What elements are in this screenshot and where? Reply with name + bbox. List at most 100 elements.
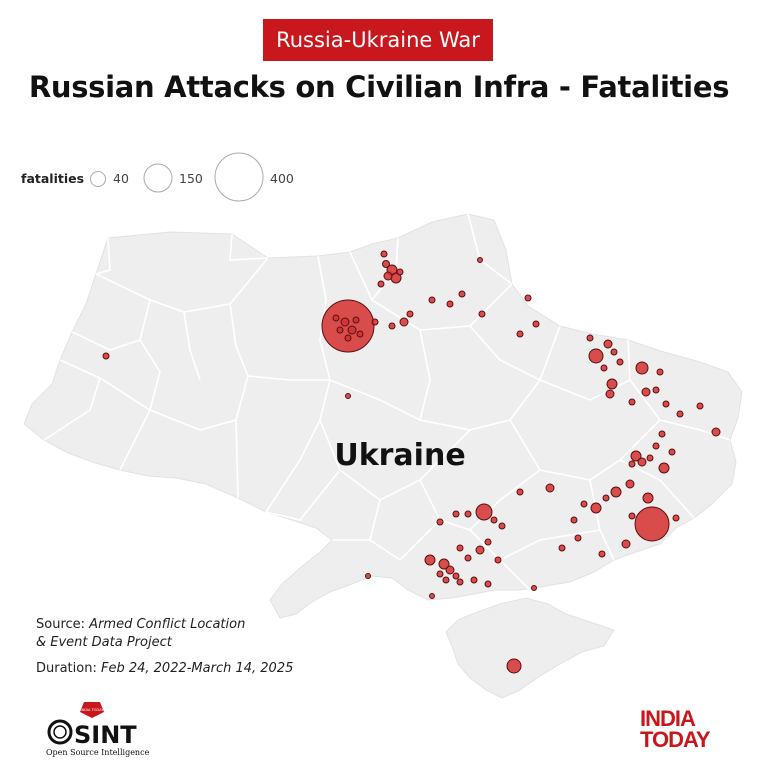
marker (438, 558, 450, 570)
marker (656, 368, 664, 376)
marker (458, 290, 466, 298)
marker (603, 339, 613, 349)
marker (600, 364, 608, 372)
india-today-line1: INDIA (640, 706, 696, 731)
crimea-land (445, 597, 615, 699)
marker (635, 361, 649, 375)
marker (598, 550, 606, 558)
marker (340, 317, 350, 327)
marker (345, 393, 351, 399)
marker (641, 387, 651, 397)
marker (336, 326, 344, 334)
marker (606, 378, 618, 390)
legend-title: fatalities (21, 171, 84, 186)
legend-circle-large (214, 152, 264, 202)
osint-wordmark: SINT (74, 721, 137, 749)
legend-label-medium: 150 (179, 171, 203, 186)
marker (452, 572, 460, 580)
marker (442, 576, 450, 584)
marker (464, 510, 472, 518)
marker (445, 565, 455, 575)
marker (616, 358, 624, 366)
marker (658, 462, 670, 474)
marker (446, 300, 454, 308)
marker (490, 516, 498, 524)
marker (580, 500, 588, 508)
marker (545, 483, 555, 493)
legend-circle-small (90, 171, 106, 187)
marker (436, 518, 444, 526)
marker (377, 280, 385, 288)
legend-circle-medium (143, 163, 173, 193)
legend-label-large: 400 (270, 171, 294, 186)
marker (610, 486, 622, 498)
marker-kyiv (321, 299, 375, 353)
marker (532, 320, 540, 328)
osint-logo: INDIA TODAY SINT Open Source Intelligenc… (46, 702, 150, 757)
marker (371, 318, 379, 326)
marker (516, 488, 524, 496)
marker-crimea (506, 658, 522, 674)
marker (388, 322, 396, 330)
source-text-line1: Armed Conflict Location (89, 617, 246, 632)
marker (531, 585, 537, 591)
marker (365, 573, 371, 579)
marker (380, 250, 388, 258)
marker (590, 502, 602, 514)
marker (574, 534, 582, 542)
marker (676, 410, 684, 418)
marker (524, 294, 532, 302)
marker (652, 442, 660, 450)
marker (428, 296, 436, 304)
marker (484, 538, 492, 546)
marker (570, 516, 578, 524)
marker (383, 271, 393, 281)
country-label: Ukraine (334, 438, 465, 473)
marker (602, 494, 610, 502)
marker (399, 317, 409, 327)
marker (605, 389, 615, 399)
marker (668, 448, 676, 456)
marker (628, 398, 636, 406)
marker (436, 570, 444, 578)
marker (484, 580, 492, 588)
marker (456, 578, 464, 586)
marker (344, 334, 352, 342)
topic-badge: Russia-Ukraine War (263, 19, 493, 61)
marker (352, 316, 360, 324)
marker (424, 554, 436, 566)
map-title: Russian Attacks on Civilian Infra - Fata… (28, 70, 730, 104)
marker (356, 330, 364, 338)
marker (646, 454, 654, 462)
marker-kharkiv (588, 348, 604, 364)
duration-note: Duration: Feb 24, 2022-March 14, 2025 (36, 661, 293, 676)
source-note: Source: Armed Conflict Location & Event … (36, 616, 306, 652)
marker (711, 427, 721, 437)
marker (102, 352, 110, 360)
marker (628, 512, 636, 520)
marker (396, 268, 404, 276)
india-today-line2: TODAY (640, 727, 711, 752)
marker (494, 556, 502, 564)
marker (658, 430, 666, 438)
marker (672, 514, 680, 522)
marker (477, 257, 483, 263)
marker (332, 314, 340, 322)
marker (456, 544, 464, 552)
marker (558, 544, 566, 552)
marker (696, 402, 704, 410)
marker (625, 479, 635, 489)
marker (621, 539, 631, 549)
duration-prefix: Duration: (36, 661, 101, 676)
marker (637, 457, 647, 467)
marker (652, 386, 660, 394)
marker (586, 334, 594, 342)
osint-tagline: Open Source Intelligence (46, 748, 150, 757)
marker (662, 400, 670, 408)
duration-text: Feb 24, 2022-March 14, 2025 (100, 661, 294, 676)
ukraine-land (23, 213, 743, 619)
marker (452, 510, 460, 518)
marker (406, 310, 414, 318)
source-prefix: Source: (36, 617, 90, 632)
marker (475, 545, 485, 555)
